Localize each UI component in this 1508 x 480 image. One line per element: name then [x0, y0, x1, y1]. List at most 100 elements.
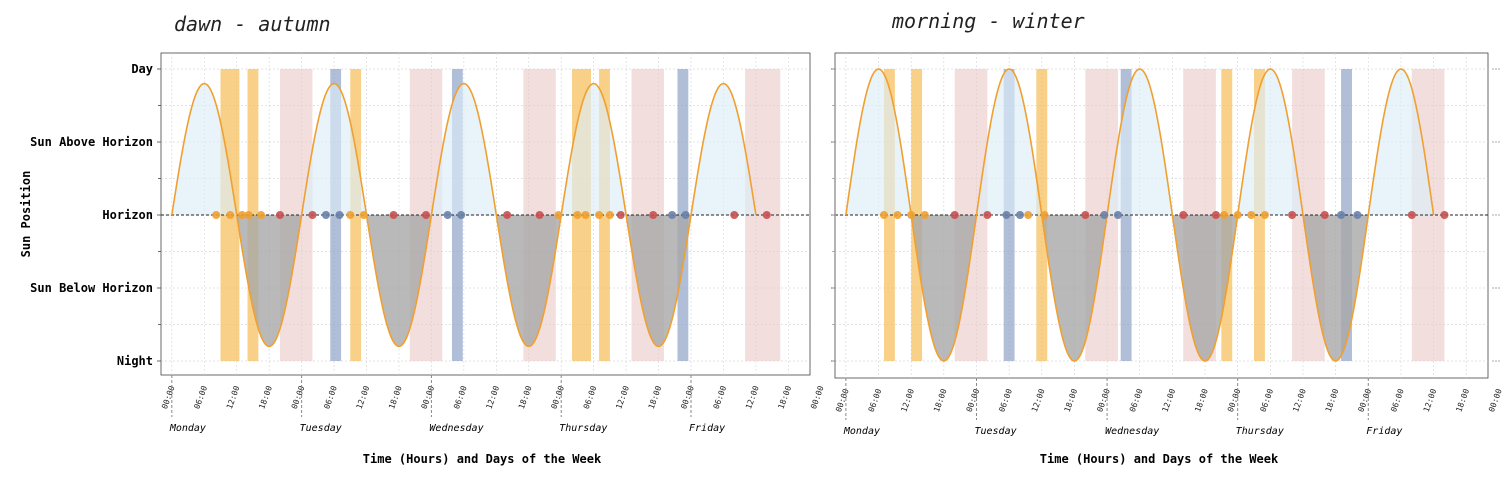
x-tick-label: 12:00 — [225, 384, 242, 410]
x-tick-label: 18:00 — [1193, 387, 1210, 413]
orange-point — [238, 211, 247, 219]
red-point — [762, 211, 771, 219]
red-point — [983, 211, 992, 219]
blue-point — [321, 211, 330, 219]
blue-point — [1016, 211, 1025, 219]
blue-point — [1353, 211, 1362, 219]
x-tick-label: 06:00 — [322, 384, 339, 410]
x-tick-label: 06:00 — [1259, 387, 1276, 413]
x-axis-title: Time (Hours) and Days of the Week — [1040, 452, 1279, 466]
x-tick-label: 00:00 — [1095, 387, 1112, 413]
orange-point — [920, 211, 929, 219]
red-point — [389, 211, 398, 219]
y-axis-title: Sun Position — [19, 171, 33, 258]
day-label: Tuesday — [300, 423, 342, 434]
x-tick-label: 00:00 — [1487, 387, 1504, 413]
orange-point — [1024, 211, 1033, 219]
red-point — [1211, 211, 1220, 219]
x-tick-label: 00:00 — [679, 384, 696, 410]
below-horizon-fill — [171, 215, 756, 347]
orange-point — [893, 211, 902, 219]
blue-point — [443, 211, 452, 219]
chart-title: morning - winter — [891, 9, 1085, 33]
orange-point — [212, 211, 221, 219]
x-tick-label: 06:00 — [1389, 387, 1406, 413]
x-tick-label: 00:00 — [809, 384, 826, 410]
x-tick-label: 00:00 — [834, 387, 851, 413]
red-point — [1440, 211, 1449, 219]
day-label: Thursday — [1236, 426, 1284, 437]
x-tick-label: 18:00 — [647, 384, 664, 410]
x-tick-label: 12:00 — [355, 384, 372, 410]
y-tick-label: Sun Above Horizon — [30, 135, 153, 149]
x-tick-label: 12:00 — [744, 384, 761, 410]
red-point — [503, 211, 512, 219]
blue-point — [1100, 211, 1109, 219]
y-tick-label: Sun Below Horizon — [30, 281, 153, 295]
red-point — [950, 211, 959, 219]
orange-point — [359, 211, 368, 219]
red-point — [616, 211, 625, 219]
x-tick-label: 12:00 — [1291, 387, 1308, 413]
orange-point — [257, 211, 266, 219]
chart-dawn-autumn: dawn - autumn Sun Position Time (Hours) … — [19, 12, 826, 466]
chart-title: dawn - autumn — [174, 12, 331, 36]
x-tick-label: 12:00 — [484, 384, 501, 410]
x-tick-label: 12:00 — [1030, 387, 1047, 413]
red-point — [308, 211, 317, 219]
day-label: Friday — [689, 423, 725, 434]
day-label: Tuesday — [974, 426, 1016, 437]
x-tick-label: 00:00 — [420, 384, 437, 410]
x-tick-label: 06:00 — [452, 384, 469, 410]
x-tick-label: 00:00 — [1226, 387, 1243, 413]
orange-point — [595, 211, 604, 219]
y-tick-label: Day — [131, 62, 153, 76]
x-tick-label: 18:00 — [517, 384, 534, 410]
day-label: Monday — [843, 426, 880, 437]
red-point — [1179, 211, 1188, 219]
above-horizon-fill — [845, 69, 1434, 215]
red-point — [1320, 211, 1329, 219]
x-tick-label: 06:00 — [997, 387, 1014, 413]
blue-point — [335, 211, 344, 219]
x-tick-label: 06:00 — [867, 387, 884, 413]
x-tick-label: 18:00 — [932, 387, 949, 413]
blue-point — [1002, 211, 1011, 219]
orange-point — [1233, 211, 1242, 219]
x-tick-label: 06:00 — [582, 384, 599, 410]
day-label: Wednesday — [429, 423, 483, 434]
blue-point — [681, 211, 690, 219]
orange-point — [1247, 211, 1256, 219]
x-tick-label: 18:00 — [1063, 387, 1080, 413]
orange-point — [226, 211, 235, 219]
y-tick-label: Horizon — [102, 208, 153, 222]
x-tick-label: 12:00 — [1161, 387, 1178, 413]
x-axis-title: Time (Hours) and Days of the Week — [363, 452, 602, 466]
red-point — [1081, 211, 1090, 219]
below-horizon-fill — [845, 215, 1434, 361]
x-tick-label: 18:00 — [777, 384, 794, 410]
red-point — [649, 211, 658, 219]
orange-point — [1260, 211, 1269, 219]
x-tick-label: 18:00 — [387, 384, 404, 410]
red-point — [422, 211, 431, 219]
x-tick-label: 12:00 — [614, 384, 631, 410]
orange-point — [605, 211, 614, 219]
day-label: Friday — [1366, 426, 1402, 437]
x-tick-label: 06:00 — [192, 384, 209, 410]
x-tick-label: 12:00 — [899, 387, 916, 413]
red-point — [1407, 211, 1416, 219]
above-horizon-fill — [171, 83, 756, 215]
orange-point — [907, 211, 916, 219]
orange-point — [573, 211, 582, 219]
sun-curve-line — [845, 68, 1435, 362]
blue-point — [1113, 211, 1122, 219]
x-tick-label: 18:00 — [1454, 387, 1471, 413]
x-tick-label: 12:00 — [1422, 387, 1439, 413]
day-label: Thursday — [559, 423, 607, 434]
blue-point — [457, 211, 466, 219]
x-tick-label: 00:00 — [160, 384, 177, 410]
x-tick-label: 18:00 — [1324, 387, 1341, 413]
orange-point — [554, 211, 563, 219]
